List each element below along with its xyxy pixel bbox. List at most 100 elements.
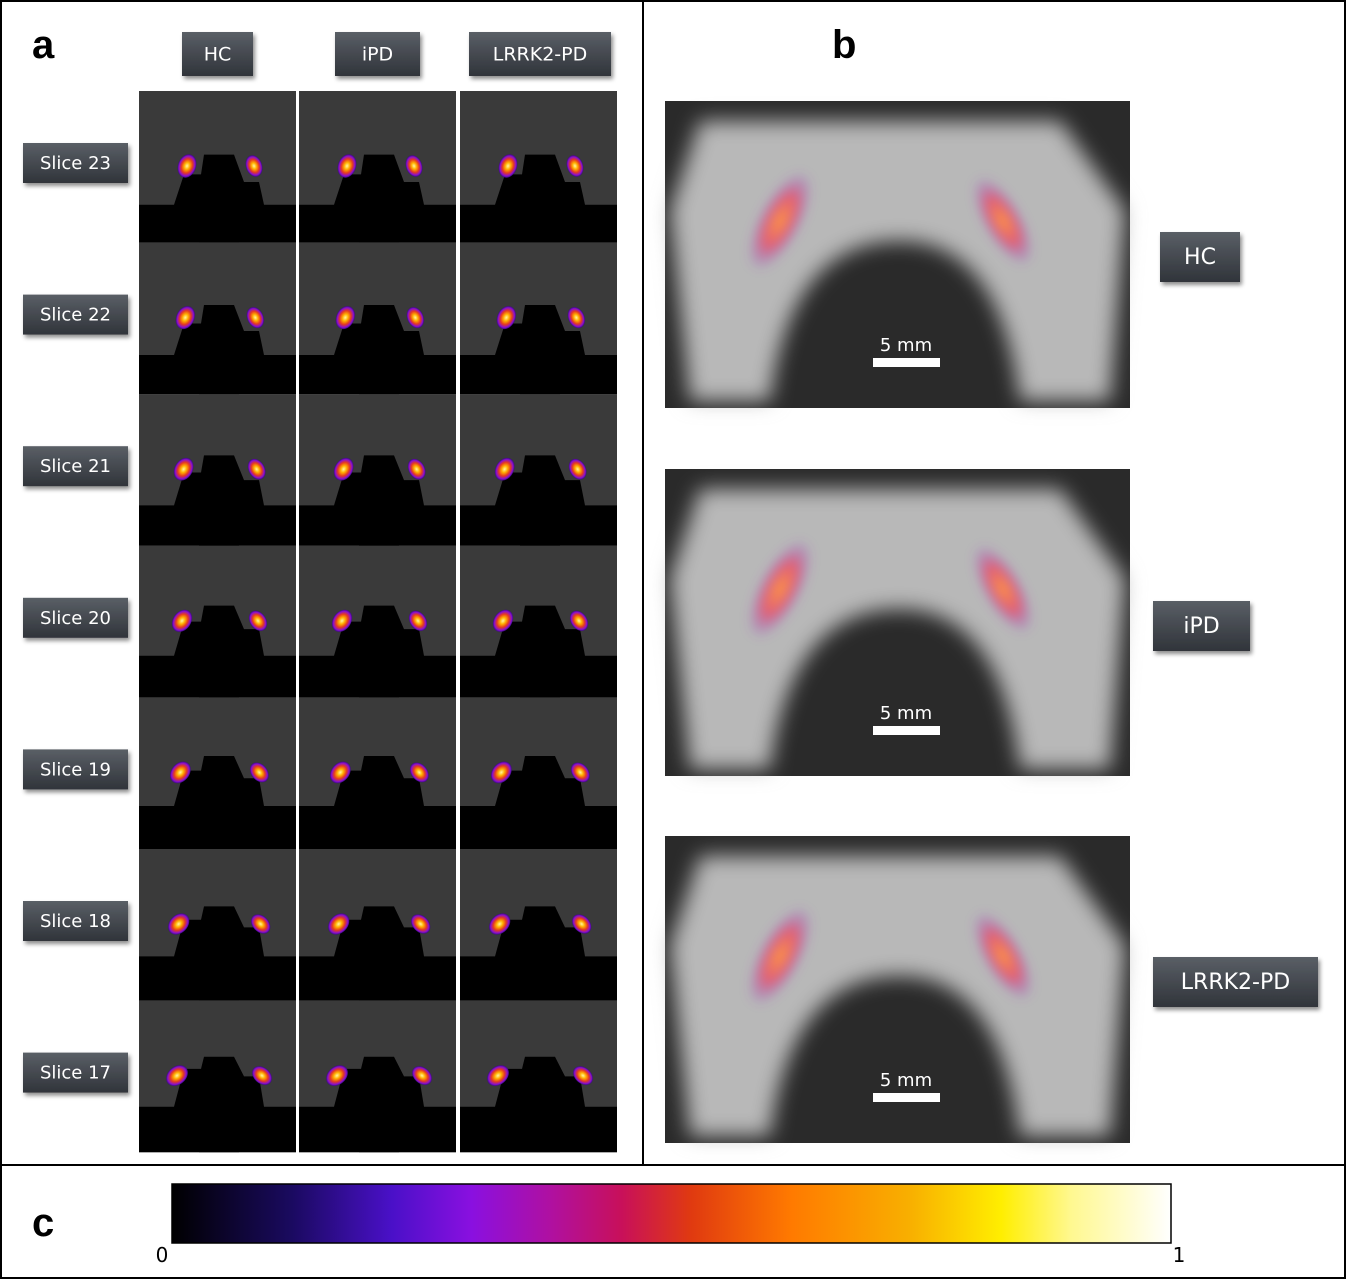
slice-notch — [199, 640, 239, 698]
label-box — [23, 294, 128, 335]
slice-image — [299, 545, 456, 698]
uptake — [246, 307, 264, 329]
label-box — [23, 143, 128, 183]
label-text: Slice 20 — [40, 608, 111, 629]
uptake — [972, 176, 1034, 266]
slice-image — [139, 242, 296, 395]
slice-image — [299, 849, 456, 1001]
label-box — [1153, 601, 1250, 651]
slice-notch — [199, 946, 239, 1001]
panel-label: c — [32, 1201, 54, 1245]
uptake — [331, 609, 353, 632]
slice-image — [460, 697, 617, 849]
uptake — [337, 154, 357, 178]
uptake — [408, 610, 428, 631]
slice-image — [460, 91, 617, 243]
slice-notch — [520, 1099, 560, 1153]
colorbar — [171, 1183, 1172, 1244]
render-image: 5 mm — [665, 469, 1130, 776]
uptake — [406, 307, 424, 329]
panel-label: a — [32, 23, 55, 67]
slice-image — [139, 849, 296, 1001]
uptake — [568, 458, 587, 480]
label-box — [469, 32, 611, 76]
slice-image — [299, 242, 456, 395]
uptake — [166, 1065, 188, 1086]
label-text: Slice 17 — [40, 1063, 111, 1084]
uptake — [566, 155, 584, 177]
scale-bar — [873, 1093, 940, 1102]
uptake — [492, 609, 514, 632]
scale-bar — [873, 726, 940, 735]
scale-bar — [873, 358, 940, 367]
uptake — [335, 306, 355, 330]
uptake — [494, 457, 515, 481]
slice-notch — [359, 487, 399, 546]
uptake — [409, 762, 429, 783]
tick-label: 0 — [156, 1243, 169, 1267]
uptake — [169, 761, 191, 784]
label-box — [335, 32, 420, 76]
slice-notch — [199, 793, 239, 849]
label-box — [23, 446, 128, 487]
uptake — [248, 610, 268, 631]
slice-image — [139, 1000, 296, 1153]
uptake — [747, 171, 813, 271]
label-text: Slice 21 — [40, 456, 111, 477]
uptake — [972, 544, 1034, 634]
column-gap — [457, 91, 460, 1153]
slice-image — [139, 91, 296, 243]
uptake — [173, 457, 194, 481]
uptake — [177, 154, 197, 178]
uptake — [168, 913, 190, 935]
label-text: LRRK2-PD — [1181, 970, 1290, 995]
slice-image — [299, 1000, 456, 1153]
panel-label: b — [832, 23, 856, 67]
slice-notch — [359, 1099, 399, 1153]
uptake — [496, 306, 516, 330]
label-box — [23, 749, 128, 790]
slice-notch — [520, 640, 560, 698]
uptake — [572, 914, 592, 934]
label-text: HC — [1184, 245, 1216, 270]
slice-notch — [359, 640, 399, 698]
slice-notch — [359, 334, 399, 395]
slice-image — [460, 545, 617, 698]
slice-notch — [520, 793, 560, 849]
slice-notch — [359, 793, 399, 849]
slice-image — [299, 697, 456, 849]
uptake — [245, 155, 263, 177]
uptake — [972, 911, 1034, 1001]
uptake — [252, 1066, 272, 1085]
slice-image — [299, 394, 456, 546]
label-text: iPD — [1183, 614, 1219, 639]
scale-text: 5 mm — [880, 1070, 932, 1091]
uptake — [412, 1066, 432, 1085]
uptake — [567, 307, 585, 329]
slice-image — [139, 394, 296, 546]
slice-image — [460, 1000, 617, 1153]
uptake — [747, 906, 813, 1006]
slice-image — [139, 697, 296, 849]
slice-notch — [520, 181, 560, 243]
uptake — [487, 1065, 509, 1086]
slice-notch — [359, 181, 399, 243]
label-text: Slice 22 — [40, 305, 111, 326]
slice-notch — [520, 487, 560, 546]
uptake — [249, 762, 269, 783]
label-text: LRRK2-PD — [493, 44, 587, 66]
label-text: Slice 18 — [40, 911, 111, 932]
slice-notch — [520, 946, 560, 1001]
slice-notch — [359, 946, 399, 1001]
slice-notch — [199, 1099, 239, 1153]
scale-text: 5 mm — [880, 703, 932, 724]
slice-image — [139, 545, 296, 698]
scale-text: 5 mm — [880, 335, 932, 356]
uptake — [328, 913, 350, 935]
render-image: 5 mm — [665, 101, 1130, 408]
label-box — [23, 597, 128, 638]
slice-notch — [199, 181, 239, 243]
